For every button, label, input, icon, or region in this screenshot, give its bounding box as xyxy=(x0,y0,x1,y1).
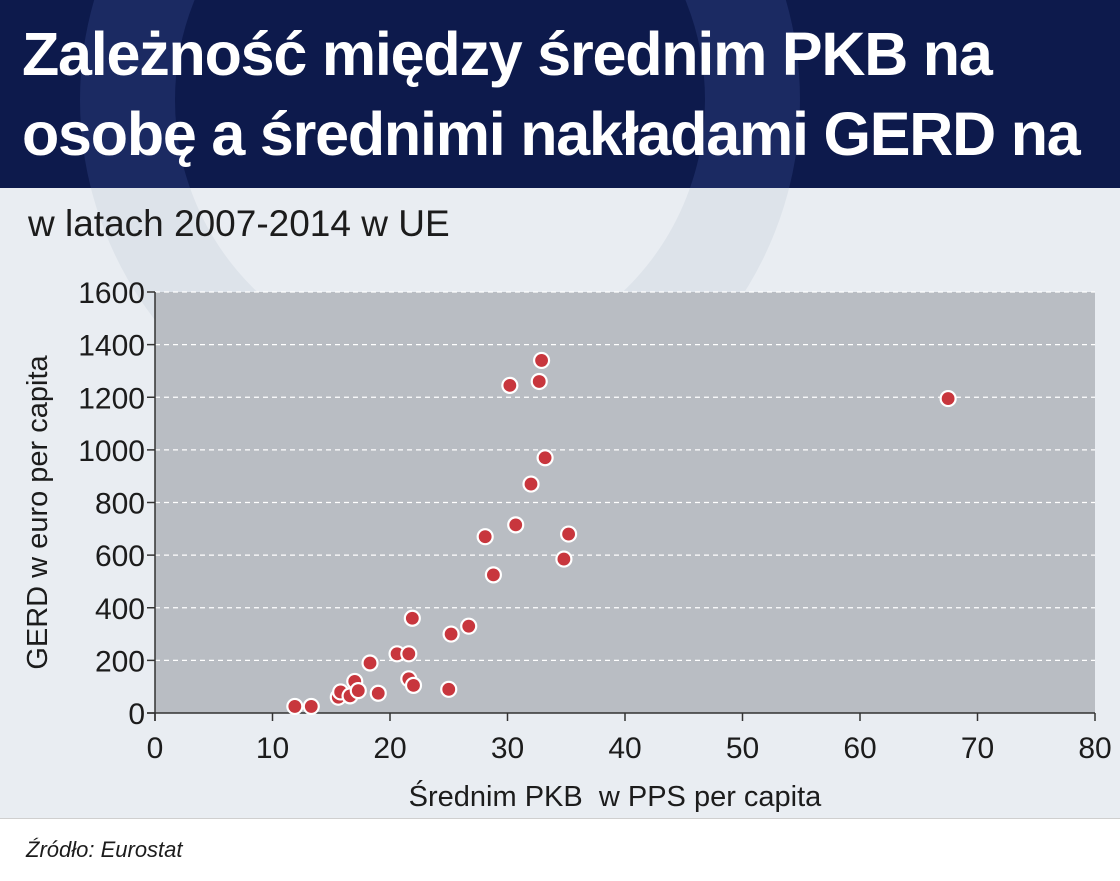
x-tick-label: 40 xyxy=(608,732,641,765)
source-footer: Źródło: Eurostat xyxy=(0,818,1120,881)
data-point xyxy=(532,351,551,370)
data-point xyxy=(530,372,548,391)
data-point xyxy=(522,475,540,493)
data-point xyxy=(501,376,519,395)
x-tick-label: 20 xyxy=(373,732,406,765)
x-tick-label: 30 xyxy=(491,732,524,765)
data-point xyxy=(369,684,387,702)
x-tick-label: 80 xyxy=(1078,732,1111,765)
y-tick-label: 1200 xyxy=(78,382,145,415)
data-point xyxy=(400,645,418,663)
data-point xyxy=(403,609,421,627)
y-tick-label: 1400 xyxy=(78,330,145,363)
x-tick-label: 50 xyxy=(726,732,759,765)
data-point xyxy=(939,389,957,408)
data-point xyxy=(555,550,573,568)
y-tick-label: 200 xyxy=(95,645,145,678)
chart-subtitle: w latach 2007-2014 w UE xyxy=(28,203,450,244)
x-tick-label: 10 xyxy=(256,732,289,765)
data-point xyxy=(440,680,458,698)
header-ring-decoration xyxy=(80,0,800,188)
x-axis-label: Średnim PKB w PPS per capita xyxy=(409,779,822,813)
data-point xyxy=(286,697,304,716)
y-tick-label: 600 xyxy=(95,540,145,573)
source-text: Źródło: Eurostat xyxy=(26,837,183,862)
x-tick-label: 60 xyxy=(843,732,876,765)
axes xyxy=(147,292,1095,721)
data-point xyxy=(476,528,494,546)
y-axis-label: GERD w euro per capita xyxy=(22,354,54,669)
data-point xyxy=(442,625,460,643)
data-point xyxy=(349,682,367,700)
data-point xyxy=(484,566,502,584)
scatter-chart: 0 10 20 30 40 50 60 70 80 0 200 400 600 800 1000 1200 1… xyxy=(22,277,1112,813)
data-point xyxy=(507,516,525,534)
data-point xyxy=(536,449,554,467)
data-point xyxy=(302,697,320,716)
header-banner: Zależność między średnim PKB na osobę a … xyxy=(0,0,1120,188)
data-point xyxy=(404,676,423,694)
data-point xyxy=(361,654,379,672)
y-tick-label: 400 xyxy=(95,593,145,626)
y-tick-label: 0 xyxy=(128,698,145,731)
chart-title: Zależność między średnim PKB na osobę a … xyxy=(22,20,1081,188)
x-tick-label: 70 xyxy=(961,732,994,765)
y-axis-ticks: 0 200 400 600 800 1000 1200 1400 1600 xyxy=(78,277,155,731)
y-tick-label: 800 xyxy=(95,488,145,521)
data-points xyxy=(286,351,957,716)
y-tick-label: 1000 xyxy=(78,435,145,468)
grid-lines xyxy=(155,291,1095,661)
x-tick-label: 0 xyxy=(147,732,164,765)
data-point xyxy=(559,525,578,543)
y-tick-label: 1600 xyxy=(78,277,145,310)
data-point xyxy=(460,617,478,635)
x-axis-ticks: 0 10 20 30 40 50 60 70 80 xyxy=(147,713,1112,765)
